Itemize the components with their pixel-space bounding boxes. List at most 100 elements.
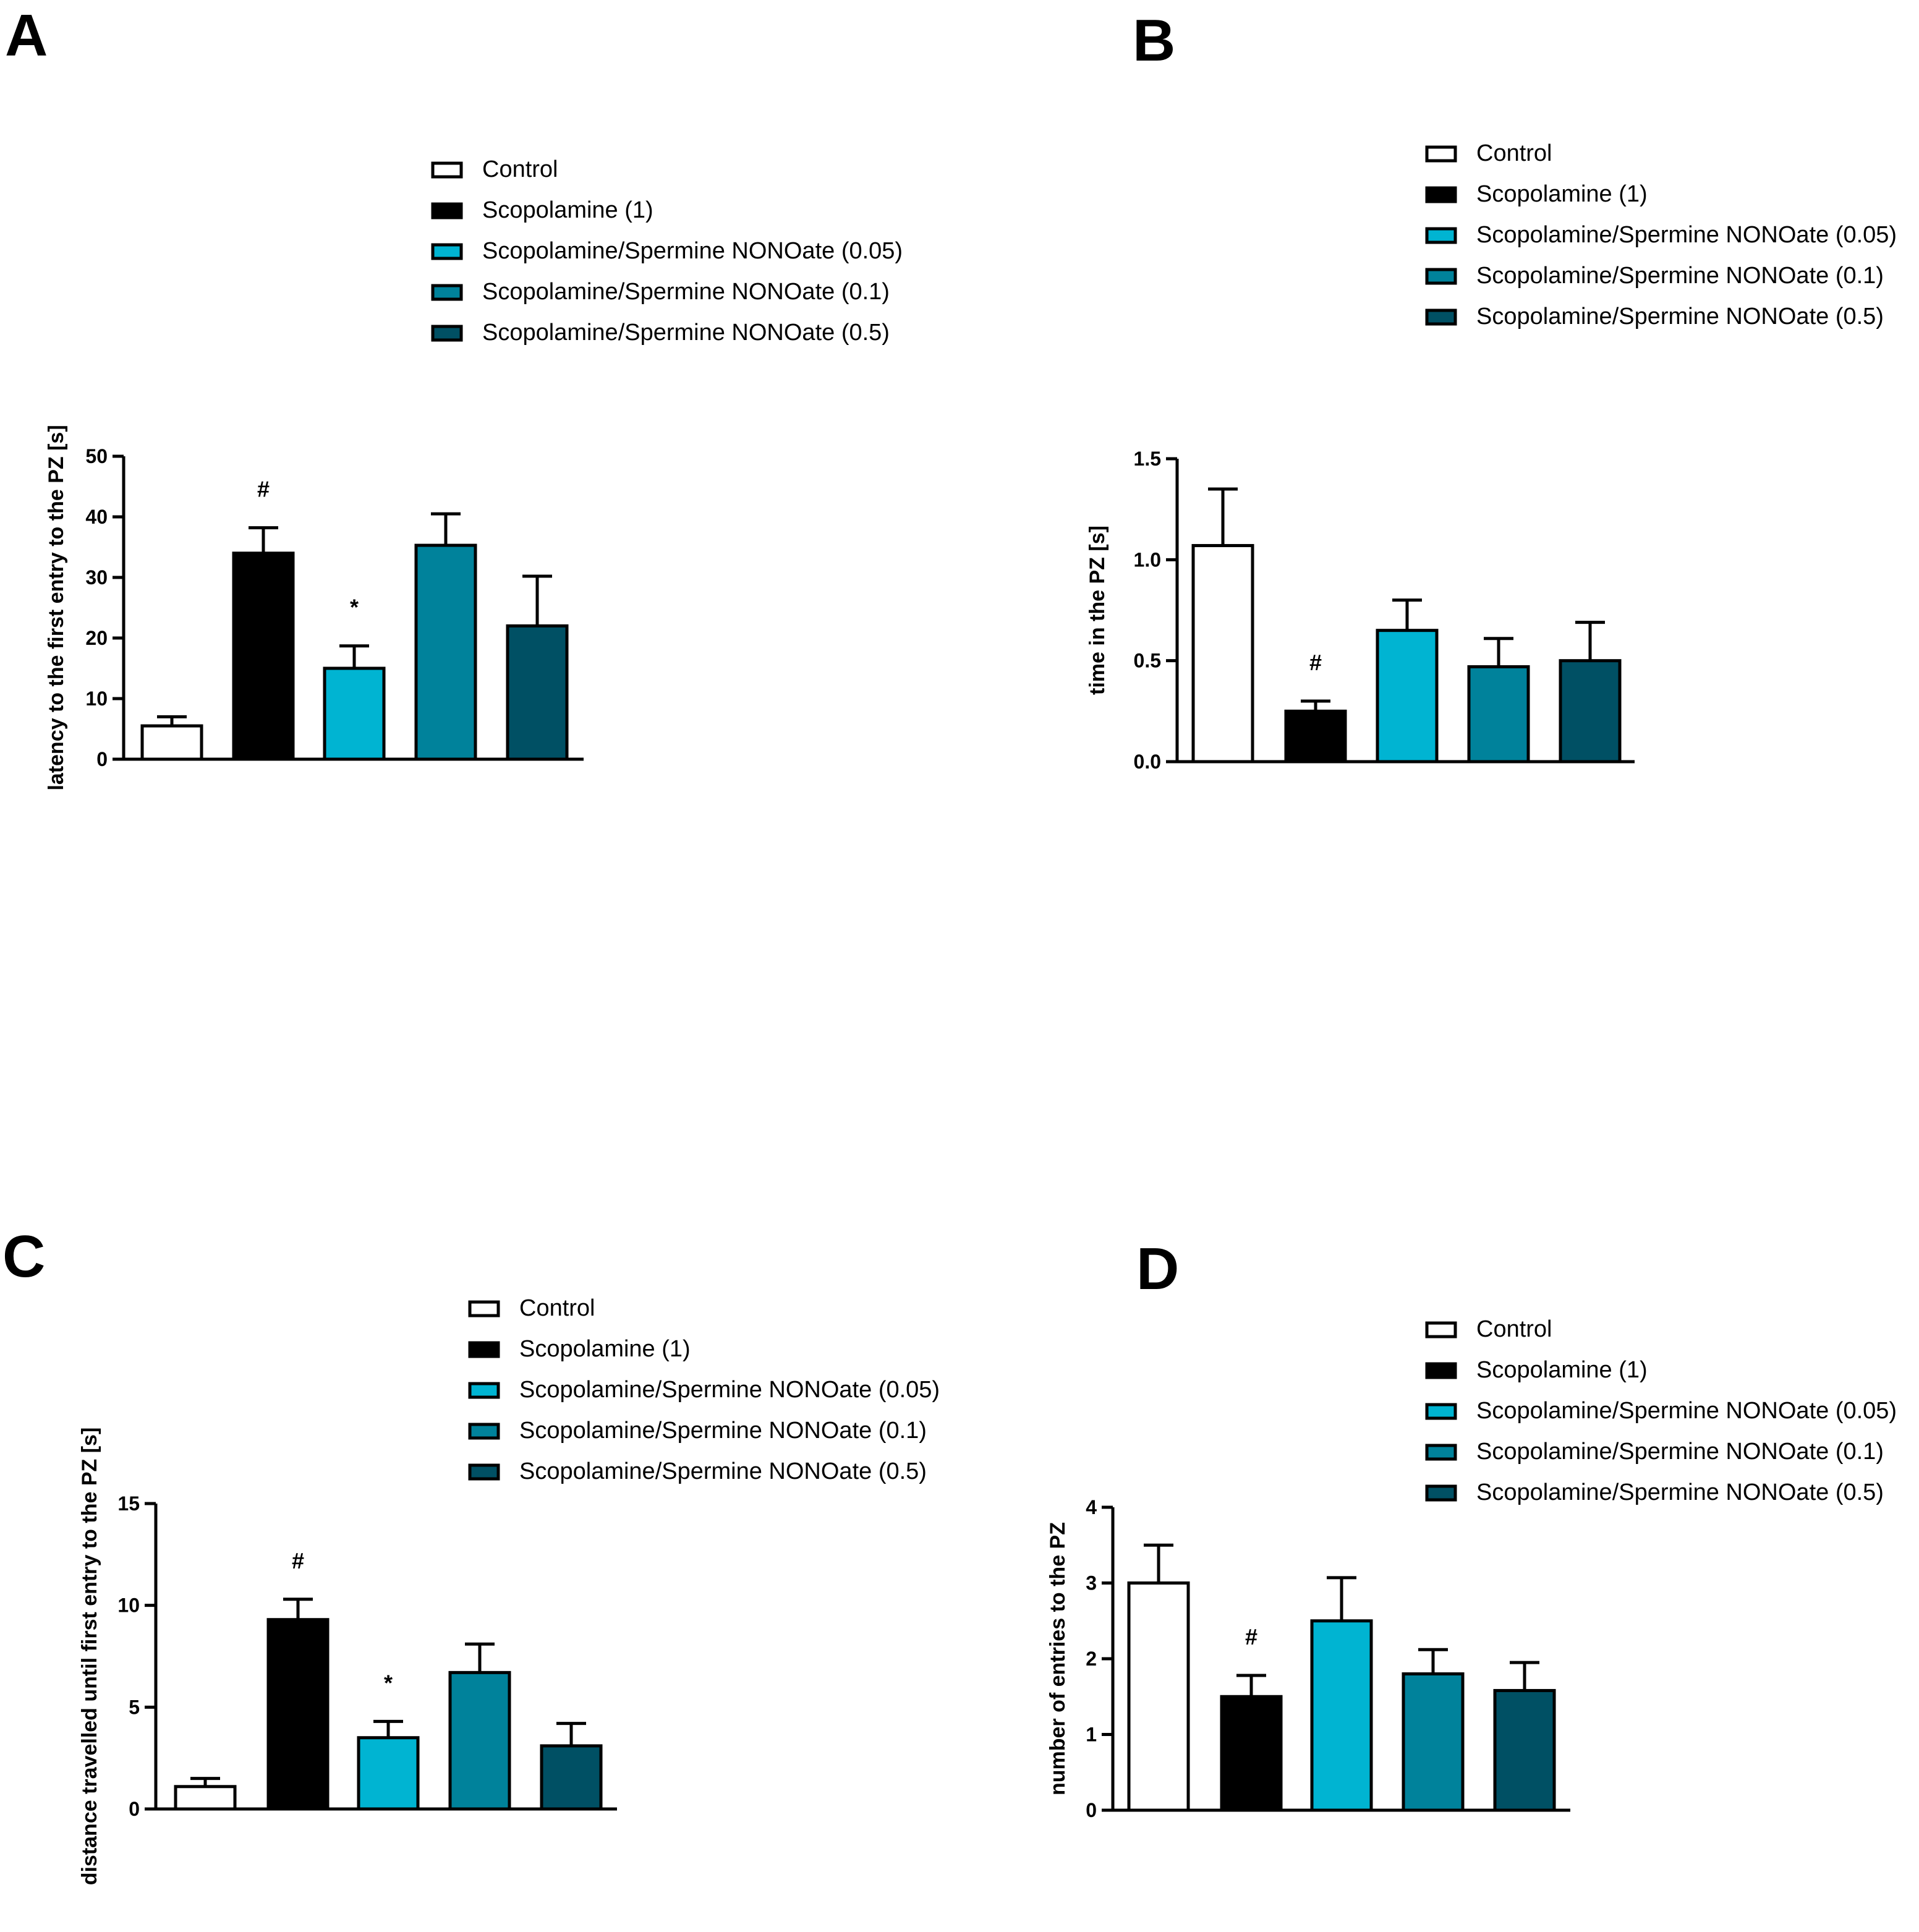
significance-marker: * bbox=[350, 595, 359, 620]
y-axis-label: number of entries to the PZ bbox=[1046, 1522, 1070, 1795]
legend-swatch bbox=[1425, 1321, 1457, 1338]
legend-swatch bbox=[431, 202, 463, 219]
panel-d: D Control Scopolamine (1) Scopolamine/Sperm… bbox=[1046, 1236, 1897, 1821]
y-tick-label: 0 bbox=[1086, 1799, 1097, 1821]
legend-label: Scopolamine/Spermine NONOate (0.05) bbox=[1476, 1398, 1897, 1424]
y-tick-label: 0.5 bbox=[1134, 650, 1161, 672]
y-tick-label: 0 bbox=[129, 1798, 140, 1820]
panel-a: A Control Scopolamine (1) Scopolamine/Sperm… bbox=[5, 2, 903, 791]
bar bbox=[357, 1736, 420, 1811]
legend: Control Scopolamine (1) Scopolamine/Spermi… bbox=[1425, 140, 1897, 330]
y-tick-label: 40 bbox=[85, 506, 108, 528]
bar bbox=[174, 1785, 237, 1811]
bar bbox=[1376, 629, 1439, 764]
y-tick-label: 15 bbox=[117, 1492, 140, 1515]
significance-marker: * bbox=[384, 1670, 393, 1695]
legend-label: Scopolamine (1) bbox=[1476, 1357, 1648, 1383]
bar bbox=[232, 551, 295, 761]
legend-label: Scopolamine/Spermine NONOate (0.5) bbox=[1476, 1479, 1884, 1505]
legend-label: Scopolamine/Spermine NONOate (0.5) bbox=[482, 320, 890, 346]
bar bbox=[1220, 1695, 1283, 1812]
legend-label: Control bbox=[519, 1295, 595, 1321]
bar bbox=[1559, 659, 1622, 764]
significance-marker: # bbox=[292, 1548, 304, 1573]
y-tick-label: 0.0 bbox=[1134, 751, 1161, 773]
legend: Control Scopolamine (1) Scopolamine/Spermi… bbox=[468, 1295, 940, 1484]
y-tick-label: 0 bbox=[96, 748, 108, 770]
legend-label: Scopolamine (1) bbox=[1476, 181, 1648, 207]
bar bbox=[323, 666, 386, 761]
bar bbox=[506, 624, 569, 761]
legend-swatch bbox=[1425, 268, 1457, 285]
legend-swatch bbox=[431, 243, 463, 260]
bar bbox=[1191, 543, 1254, 764]
bar bbox=[1493, 1688, 1556, 1812]
bar bbox=[1402, 1672, 1465, 1812]
legend: Control Scopolamine (1) Scopolamine/Spermi… bbox=[1425, 1316, 1897, 1505]
y-tick-label: 2 bbox=[1086, 1648, 1097, 1670]
legend-swatch bbox=[431, 161, 463, 179]
legend-swatch bbox=[1425, 1362, 1457, 1379]
y-axis-label: time in the PZ [s] bbox=[1086, 526, 1109, 695]
legend-swatch bbox=[468, 1341, 500, 1358]
legend-swatch bbox=[468, 1300, 500, 1317]
legend-swatch bbox=[431, 284, 463, 301]
y-tick-label: 10 bbox=[117, 1594, 140, 1617]
legend-label: Control bbox=[482, 156, 558, 182]
panel-b: B Control Scopolamine (1) Scopolamine/Sperm… bbox=[1086, 7, 1897, 773]
legend-label: Scopolamine/Spermine NONOate (0.05) bbox=[519, 1377, 940, 1403]
legend-label: Scopolamine/Spermine NONOate (0.1) bbox=[519, 1418, 927, 1444]
legend-label: Scopolamine/Spermine NONOate (0.1) bbox=[1476, 263, 1884, 289]
significance-marker: # bbox=[1309, 650, 1322, 675]
significance-marker: # bbox=[257, 477, 270, 502]
legend-swatch bbox=[431, 325, 463, 342]
y-tick-label: 1.5 bbox=[1134, 448, 1161, 470]
panel-label: C bbox=[2, 1223, 45, 1290]
significance-marker: # bbox=[1245, 1624, 1257, 1649]
legend-swatch bbox=[468, 1382, 500, 1399]
y-tick-label: 50 bbox=[85, 445, 108, 467]
legend: Control Scopolamine (1) Scopolamine/Spermi… bbox=[431, 156, 903, 346]
legend-swatch bbox=[1425, 309, 1457, 326]
y-tick-label: 20 bbox=[85, 627, 108, 649]
bar bbox=[540, 1744, 603, 1811]
legend-label: Control bbox=[1476, 140, 1552, 166]
y-axis-label: latency to the first entry to the PZ [s] bbox=[45, 425, 68, 790]
legend-label: Scopolamine (1) bbox=[482, 197, 653, 223]
y-tick-label: 4 bbox=[1086, 1496, 1097, 1518]
y-tick-label: 1 bbox=[1086, 1724, 1097, 1746]
bar bbox=[1127, 1581, 1190, 1812]
legend-label: Scopolamine/Spermine NONOate (0.5) bbox=[519, 1458, 927, 1484]
legend-swatch bbox=[468, 1463, 500, 1481]
y-tick-label: 1.0 bbox=[1134, 548, 1161, 571]
legend-label: Control bbox=[1476, 1316, 1552, 1342]
y-tick-label: 5 bbox=[129, 1696, 140, 1718]
legend-label: Scopolamine/Spermine NONOate (0.1) bbox=[482, 279, 890, 305]
y-tick-label: 3 bbox=[1086, 1572, 1097, 1594]
legend-label: Scopolamine (1) bbox=[519, 1336, 691, 1362]
legend-swatch bbox=[468, 1423, 500, 1440]
legend-swatch bbox=[1425, 1444, 1457, 1461]
y-tick-label: 30 bbox=[85, 566, 108, 589]
panel-label: A bbox=[5, 2, 48, 69]
legend-label: Scopolamine/Spermine NONOate (0.05) bbox=[1476, 222, 1897, 248]
bar bbox=[1467, 665, 1530, 764]
legend-swatch bbox=[1425, 227, 1457, 244]
bar bbox=[266, 1618, 330, 1811]
legend-label: Scopolamine/Spermine NONOate (0.1) bbox=[1476, 1439, 1884, 1465]
legend-swatch bbox=[1425, 1484, 1457, 1502]
legend-label: Scopolamine/Spermine NONOate (0.5) bbox=[1476, 304, 1884, 330]
y-axis-label: distance travelled until first entry to … bbox=[78, 1428, 101, 1886]
legend-label: Scopolamine/Spermine NONOate (0.05) bbox=[482, 238, 903, 264]
bar bbox=[448, 1670, 511, 1811]
bar bbox=[414, 543, 477, 761]
bar bbox=[1310, 1619, 1373, 1812]
legend-swatch bbox=[1425, 1403, 1457, 1420]
legend-swatch bbox=[1425, 145, 1457, 163]
legend-swatch bbox=[1425, 186, 1457, 203]
bar bbox=[140, 724, 203, 761]
panel-c: C Control Scopolamine (1) Scopolamine/Sperm… bbox=[2, 1223, 940, 1885]
y-tick-label: 10 bbox=[85, 687, 108, 710]
panel-label: D bbox=[1136, 1236, 1179, 1302]
